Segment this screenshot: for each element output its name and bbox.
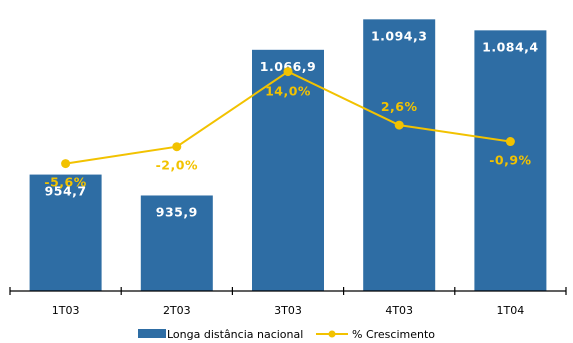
growth-line-series — [61, 67, 515, 169]
growth-value-label: 2,6% — [381, 99, 418, 114]
x-tick-label: 1T03 — [52, 304, 80, 317]
bar-3T03 — [252, 49, 324, 291]
legend-bar-label: Longa distância nacional — [167, 328, 303, 341]
x-tick-label: 2T03 — [163, 304, 191, 317]
x-tick-label: 4T03 — [385, 304, 413, 317]
growth-point-4T03 — [394, 120, 404, 130]
x-tick-label: 3T03 — [274, 304, 302, 317]
growth-value-label: -0,9% — [489, 153, 531, 168]
growth-value-labels: -5,6% -2,0% 14,0% 2,6% -0,9% — [44, 84, 531, 190]
bar-1T03 — [29, 174, 102, 291]
bar-1T04 — [474, 30, 547, 292]
bar-value-label: 954,7 — [45, 184, 87, 199]
x-tick-label: 1T04 — [497, 304, 525, 317]
bar-value-label: 935,9 — [156, 204, 198, 219]
legend-line-marker — [328, 330, 336, 338]
growth-value-label: -2,0% — [156, 158, 198, 173]
bar-2T03 — [140, 195, 213, 291]
bar-series — [29, 19, 547, 292]
bar-value-labels: 954,7 935,9 1.066,9 1.094,3 1.084,4 — [45, 28, 539, 219]
growth-point-1T03 — [61, 159, 71, 169]
growth-point-3T03 — [283, 67, 293, 77]
growth-point-2T03 — [172, 142, 182, 152]
legend-bar-swatch — [138, 329, 166, 338]
growth-value-label: -5,6% — [44, 175, 86, 190]
legend: Longa distância nacional % Crescimento — [138, 328, 435, 341]
growth-point-1T04 — [505, 137, 515, 147]
x-axis: 1T03 2T03 3T03 4T03 1T04 — [9, 287, 567, 317]
bar-4T03 — [363, 19, 436, 291]
bar-value-label: 1.094,3 — [371, 28, 428, 43]
bar-value-label: 1.066,9 — [260, 59, 317, 74]
bar-value-label: 1.084,4 — [482, 39, 539, 54]
legend-line-label: % Crescimento — [352, 328, 435, 341]
growth-value-label: 14,0% — [265, 84, 311, 99]
